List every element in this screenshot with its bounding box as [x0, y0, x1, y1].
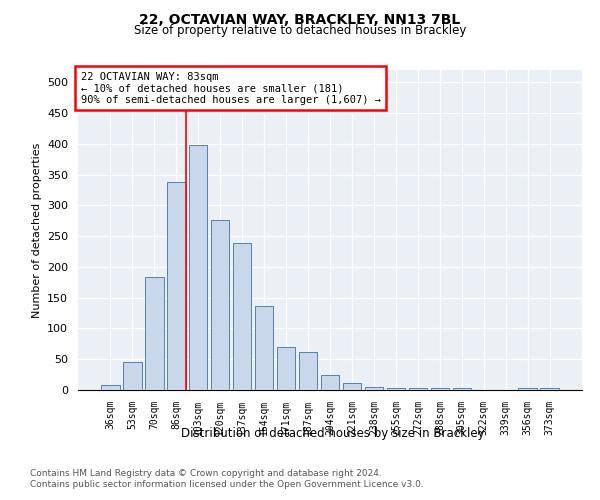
Text: Size of property relative to detached houses in Brackley: Size of property relative to detached ho… [134, 24, 466, 37]
Bar [409, 388, 427, 390]
Bar [541, 388, 559, 390]
Bar [233, 243, 251, 390]
Bar [518, 388, 537, 390]
Bar [145, 277, 164, 390]
Text: 22 OCTAVIAN WAY: 83sqm
← 10% of detached houses are smaller (181)
90% of semi-de: 22 OCTAVIAN WAY: 83sqm ← 10% of detached… [80, 72, 380, 105]
Bar [452, 388, 471, 390]
Bar [299, 352, 317, 390]
Bar [167, 182, 185, 390]
Bar [365, 387, 383, 390]
Bar [189, 145, 208, 390]
Bar [277, 347, 295, 390]
Bar [211, 220, 229, 390]
Text: Distribution of detached houses by size in Brackley: Distribution of detached houses by size … [181, 428, 485, 440]
Text: Contains public sector information licensed under the Open Government Licence v3: Contains public sector information licen… [30, 480, 424, 489]
Bar [431, 388, 449, 390]
Bar [320, 374, 340, 390]
Bar [123, 362, 142, 390]
Text: Contains HM Land Registry data © Crown copyright and database right 2024.: Contains HM Land Registry data © Crown c… [30, 468, 382, 477]
Bar [386, 388, 405, 390]
Bar [255, 306, 274, 390]
Bar [101, 385, 119, 390]
Text: 22, OCTAVIAN WAY, BRACKLEY, NN13 7BL: 22, OCTAVIAN WAY, BRACKLEY, NN13 7BL [139, 12, 461, 26]
Bar [343, 383, 361, 390]
Y-axis label: Number of detached properties: Number of detached properties [32, 142, 41, 318]
